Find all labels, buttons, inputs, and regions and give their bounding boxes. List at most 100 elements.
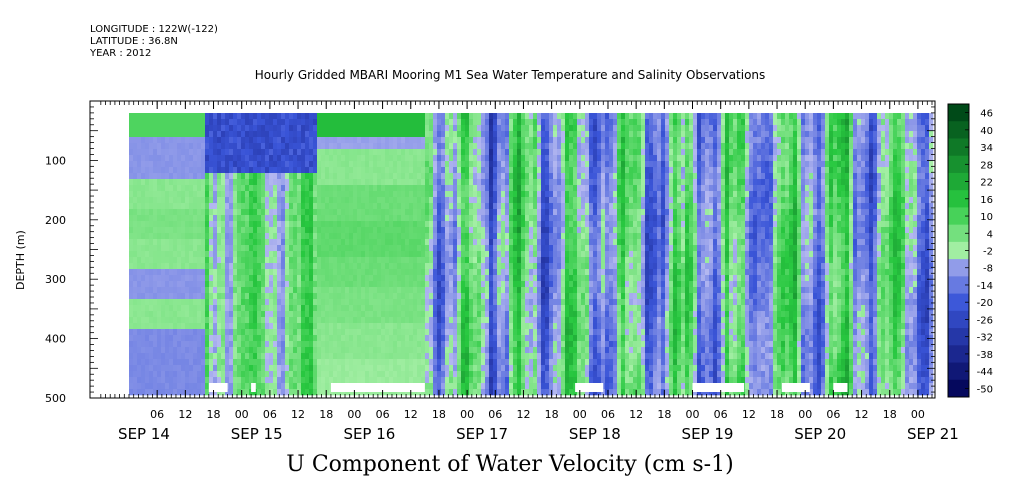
heatmap-cell <box>521 203 526 210</box>
heatmap-cell <box>373 251 378 258</box>
heatmap-cell <box>473 371 478 378</box>
heatmap-cell <box>357 299 362 306</box>
heatmap-cell <box>537 287 542 294</box>
heatmap-cell <box>513 299 518 306</box>
heatmap-cell <box>129 371 134 378</box>
heatmap-cell <box>481 191 486 198</box>
heatmap-cell <box>521 227 526 234</box>
heatmap-cell <box>321 143 326 150</box>
heatmap-cell <box>349 119 354 126</box>
heatmap-cell <box>277 281 282 288</box>
heatmap-cell <box>481 119 486 126</box>
heatmap-cell <box>129 113 134 120</box>
heatmap-cell <box>497 149 502 156</box>
heatmap-cell <box>377 179 382 186</box>
heatmap-cell <box>277 287 282 294</box>
heatmap-cell <box>141 125 146 132</box>
heatmap-cell <box>445 323 450 330</box>
heatmap-cell <box>525 119 530 126</box>
heatmap-cell <box>237 221 242 228</box>
heatmap-cell <box>205 383 210 390</box>
heatmap-cell <box>213 155 218 162</box>
heatmap-cell <box>133 167 138 174</box>
heatmap-cell <box>181 311 186 318</box>
heatmap-cell <box>457 239 462 246</box>
heatmap-cell <box>505 197 510 204</box>
heatmap-cell <box>265 257 270 264</box>
heatmap-cell <box>141 389 146 396</box>
heatmap-cell <box>245 227 250 234</box>
heatmap-cell <box>153 281 158 288</box>
heatmap-cell <box>265 329 270 336</box>
heatmap-cell <box>169 137 174 144</box>
heatmap-cell <box>417 377 422 384</box>
heatmap-cell <box>157 329 162 336</box>
heatmap-cell <box>377 215 382 222</box>
heatmap-cell <box>245 155 250 162</box>
heatmap-cell <box>361 155 366 162</box>
heatmap-cell <box>213 257 218 264</box>
heatmap-cell <box>481 389 486 396</box>
heatmap-cell <box>437 119 442 126</box>
heatmap-cell <box>485 329 490 336</box>
heatmap-cell <box>413 143 418 150</box>
heatmap-cell <box>157 383 162 390</box>
heatmap-cell <box>157 371 162 378</box>
heatmap-cell <box>445 257 450 264</box>
heatmap-cell <box>149 347 154 354</box>
heatmap-cell <box>137 191 142 198</box>
heatmap-cell <box>317 227 322 234</box>
heatmap-cell <box>349 347 354 354</box>
heatmap-cell <box>269 275 274 282</box>
heatmap-cell <box>297 257 302 264</box>
heatmap-cell <box>129 281 134 288</box>
heatmap-cell <box>149 251 154 258</box>
heatmap-cell <box>297 389 302 396</box>
heatmap-cell <box>397 311 402 318</box>
heatmap-cell <box>481 125 486 132</box>
heatmap-cell <box>509 125 514 132</box>
heatmap-cell <box>265 311 270 318</box>
heatmap-cell <box>525 251 530 258</box>
heatmap-cell <box>313 377 318 384</box>
heatmap-cell <box>169 377 174 384</box>
heatmap-cell <box>257 113 262 120</box>
heatmap-cell <box>153 311 158 318</box>
heatmap-cell <box>481 383 486 390</box>
heatmap-cell <box>493 383 498 390</box>
heatmap-cell <box>141 287 146 294</box>
heatmap-cell <box>233 215 238 222</box>
heatmap-cell <box>185 167 190 174</box>
heatmap-cell <box>185 293 190 300</box>
heatmap-cell <box>457 245 462 252</box>
heatmap-cell <box>225 353 230 360</box>
heatmap-cell <box>229 275 234 282</box>
heatmap-cell <box>469 383 474 390</box>
heatmap-cell <box>441 245 446 252</box>
heatmap-cell <box>533 257 538 264</box>
heatmap-cell <box>429 389 434 396</box>
heatmap-cell <box>181 377 186 384</box>
heatmap-cell <box>525 299 530 306</box>
heatmap-cell <box>385 161 390 168</box>
heatmap-cell <box>473 155 478 162</box>
heatmap-cell <box>545 197 550 204</box>
heatmap-cell <box>413 155 418 162</box>
heatmap-cell <box>433 197 438 204</box>
heatmap-cell <box>433 383 438 390</box>
heatmap-cell <box>485 143 490 150</box>
heatmap-cell <box>145 365 150 372</box>
heatmap-cell <box>501 149 506 156</box>
heatmap-cell <box>445 335 450 342</box>
heatmap-cell <box>313 191 318 198</box>
heatmap-cell <box>349 353 354 360</box>
heatmap-cell <box>329 149 334 156</box>
heatmap-cell <box>209 161 214 168</box>
heatmap-cell <box>333 287 338 294</box>
heatmap-cell <box>489 221 494 228</box>
heatmap-cell <box>149 191 154 198</box>
heatmap-cell <box>501 275 506 282</box>
heatmap-cell <box>145 173 150 180</box>
heatmap-cell <box>273 155 278 162</box>
heatmap-cell <box>349 227 354 234</box>
